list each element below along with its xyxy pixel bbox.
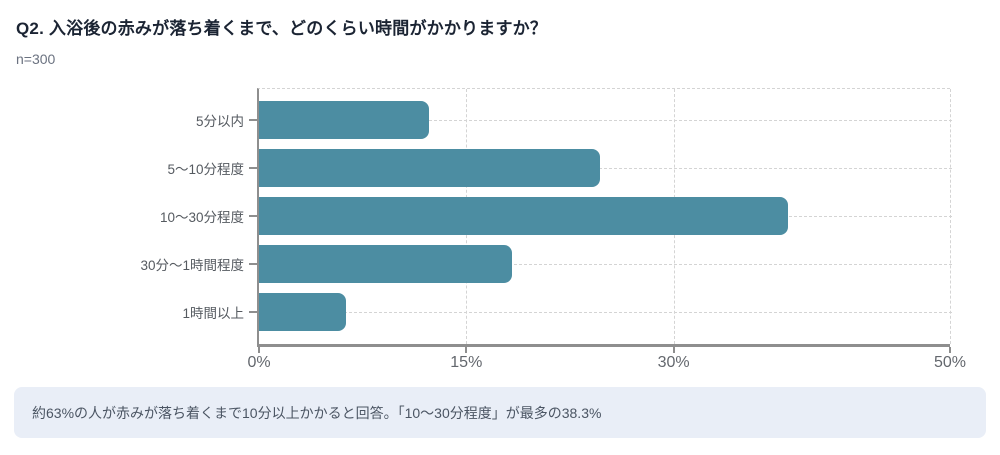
bar-row: 30分〜1時間程度 xyxy=(140,240,952,288)
question-title: Q2. 入浴後の赤みが落ち着くまで、どのくらい時間がかかりますか？ xyxy=(16,19,548,38)
bar-1時間以上 xyxy=(259,293,347,331)
row-gridline xyxy=(259,312,952,313)
bar-30分〜1時間程度 xyxy=(259,245,512,283)
category-label: 1時間以上 xyxy=(182,306,244,321)
x-axis-tick xyxy=(465,347,468,353)
bar-chart-plot-area: 5分以内 5〜10分程度 10〜30分程度 30分〜1時間程度 1時間以上 0% 15% 3… xyxy=(140,88,966,371)
row-gridline xyxy=(259,264,952,265)
bar-5〜10分程度 xyxy=(259,149,601,187)
category-label: 5〜10分程度 xyxy=(167,162,244,177)
x-tick-label-0%: 0% xyxy=(247,354,271,371)
y-axis-tick xyxy=(249,119,257,121)
row-gridline xyxy=(259,168,952,169)
y-axis-tick xyxy=(249,263,257,265)
row-gridline xyxy=(259,120,952,121)
bar-rows: 5分以内 5〜10分程度 10〜30分程度 30分〜1時間程度 1時間以上 xyxy=(140,89,952,344)
category-label: 5分以内 xyxy=(195,114,244,129)
x-axis-tick xyxy=(672,347,675,353)
y-axis-tick xyxy=(249,167,257,169)
insight-footnote: 約63%の人が赤みが落ち着くまで10分以上かかると回答。「10〜30分程度」が最… xyxy=(14,387,986,438)
bar-row: 5〜10分程度 xyxy=(167,144,952,192)
y-axis-tick xyxy=(249,215,257,217)
insight-footnote-text: 約63%の人が赤みが落ち着くまで10分以上かかると回答。「10〜30分程度」が最… xyxy=(32,404,602,421)
x-axis-tick xyxy=(949,347,951,353)
bar-row: 1時間以上 xyxy=(182,288,952,336)
bar-row: 10〜30分程度 xyxy=(160,192,952,240)
gridline-50% xyxy=(950,89,951,344)
x-tick-label-50%: 50% xyxy=(933,354,967,371)
bar-10〜30分程度 xyxy=(259,197,789,235)
x-axis-tick xyxy=(258,347,260,353)
category-label: 10〜30分程度 xyxy=(159,210,244,225)
bar-row: 5分以内 xyxy=(196,96,952,144)
x-tick-label-30%: 30% xyxy=(657,354,690,371)
sample-size-label: n=300 xyxy=(16,51,56,67)
bar-5分以内 xyxy=(259,101,429,139)
category-label: 30分〜1時間程度 xyxy=(140,258,244,273)
y-axis-tick xyxy=(249,311,257,313)
x-tick-label-15%: 15% xyxy=(450,354,483,371)
